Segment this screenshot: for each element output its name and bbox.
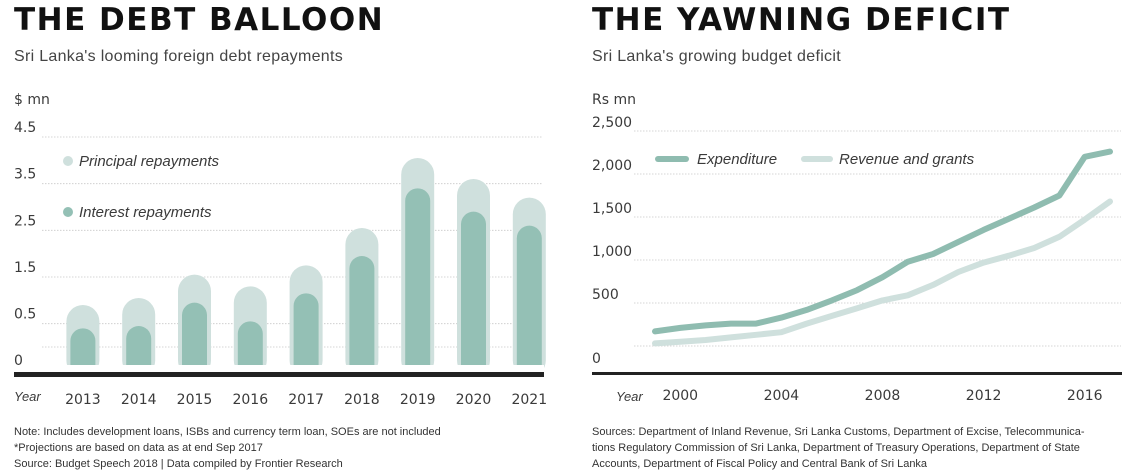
- bar-chart: 0 0.5 1.5 2.5 3.5 4.5 $ mn Year 2013 2014 2015 2016…: [14, 92, 547, 408]
- legend-revenue-label: Revenue and grants: [839, 151, 975, 168]
- x-tick-label: 2020: [456, 392, 492, 408]
- interest-bar: [461, 211, 486, 377]
- interest-bar: [182, 302, 207, 377]
- y-tick-label: 500: [592, 287, 619, 303]
- interest-bar: [70, 328, 96, 377]
- y-tick-label: 1.5: [14, 260, 36, 276]
- y-tick-label: 0: [14, 353, 23, 369]
- interest-bar: [516, 225, 542, 377]
- x-tick-label: 2019: [400, 392, 436, 408]
- x-tick-label: 2016: [1067, 388, 1103, 404]
- x-tick-label: 2004: [764, 388, 800, 404]
- interest-bar: [293, 293, 319, 377]
- interest-bar: [126, 326, 152, 377]
- debt-balloon-panel: THE DEBT BALLOON Sri Lanka's looming for…: [0, 0, 560, 474]
- legend-principal-label: Principal repayments: [79, 153, 220, 170]
- x-tick-label: 2000: [662, 388, 698, 404]
- chart-sources-line-2: tions Regulatory Commission of Sri Lanka…: [592, 442, 1080, 454]
- y-axis-unit: $ mn: [14, 92, 50, 108]
- legend-interest-label: Interest repayments: [79, 204, 212, 221]
- revenue-line: [652, 198, 1113, 347]
- y-tick-label: 1,000: [592, 244, 632, 260]
- y-tick-label: 1,500: [592, 201, 632, 217]
- chart-sources-line-1: Sources: Department of Inland Revenue, S…: [592, 426, 1085, 438]
- y-tick-label: 0.5: [14, 307, 36, 323]
- x-axis-baseline: [14, 374, 544, 377]
- baseline-mask: [14, 365, 544, 374]
- legend-interest-marker: [63, 207, 73, 217]
- interest-bar: [405, 188, 431, 377]
- x-tick-label: 2014: [121, 392, 157, 408]
- x-axis-title: Year: [616, 389, 643, 404]
- line-chart: 0 500 1,000 1,500 2,000 2,500 Rs mn Year 2000 200…: [592, 92, 1122, 404]
- x-tick-label: 2021: [511, 392, 547, 408]
- x-tick-label: 2017: [288, 392, 324, 408]
- chart-note: Note: Includes development loans, ISBs a…: [14, 426, 441, 438]
- chart-title: THE DEBT BALLOON: [14, 2, 385, 38]
- yawning-deficit-panel: THE YAWNING DEFICIT Sri Lanka's growing …: [578, 0, 1139, 474]
- y-tick-label: 3.5: [14, 167, 36, 183]
- x-tick-label: 2016: [232, 392, 268, 408]
- y-axis-unit: Rs mn: [592, 92, 636, 108]
- x-tick-label: 2018: [344, 392, 380, 408]
- x-axis-title: Year: [14, 389, 41, 404]
- x-axis-line: [592, 372, 1122, 375]
- chart-subtitle: Sri Lanka's looming foreign debt repayme…: [14, 48, 344, 65]
- y-tick-label: 2.5: [14, 213, 36, 229]
- y-tick-label: 2,000: [592, 158, 632, 174]
- expenditure-line: [652, 148, 1113, 335]
- chart-source: Source: Budget Speech 2018 | Data compil…: [14, 458, 343, 470]
- chart-title: THE YAWNING DEFICIT: [592, 2, 1011, 38]
- y-tick-label: 4.5: [14, 120, 36, 136]
- chart-projection-note: *Projections are based on data as at end…: [14, 442, 263, 454]
- chart-sources-line-3: Accounts, Department of Fiscal Policy an…: [592, 458, 928, 470]
- x-tick-label: 2012: [966, 388, 1002, 404]
- legend-expenditure-label: Expenditure: [697, 151, 777, 168]
- x-axis-line: [14, 372, 544, 375]
- x-tick-label: 2013: [65, 392, 101, 408]
- legend-principal-marker: [63, 156, 73, 166]
- interest-bar: [237, 321, 263, 377]
- x-tick-label: 2008: [865, 388, 901, 404]
- chart-subtitle: Sri Lanka's growing budget deficit: [592, 48, 841, 65]
- x-tick-label: 2015: [177, 392, 213, 408]
- y-tick-label: 0: [592, 351, 601, 367]
- y-tick-label: 2,500: [592, 115, 632, 131]
- interest-bar: [349, 256, 375, 377]
